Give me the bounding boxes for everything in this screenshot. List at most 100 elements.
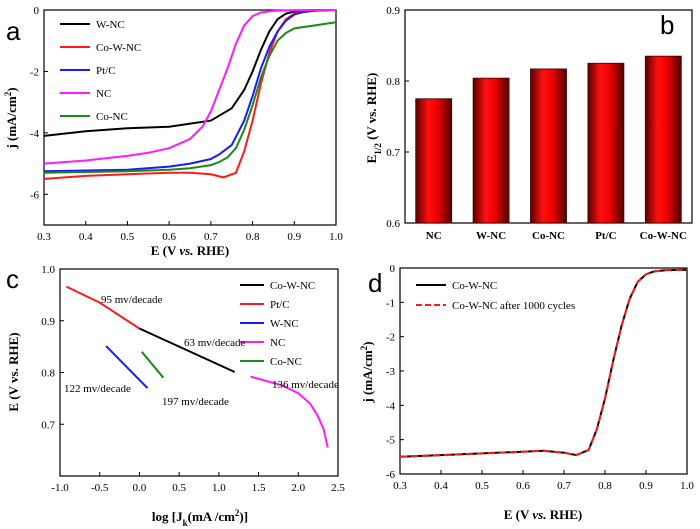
x-axis-title-a: E (V vs. RHE)	[151, 243, 230, 258]
series-line-co-nc	[141, 351, 165, 379]
y-tick-label: -4	[386, 400, 396, 412]
y-tick-label: -4	[30, 128, 40, 140]
legend-label: Co-NC	[96, 111, 128, 123]
x-tick-label: 0.6	[162, 231, 176, 243]
x-tick-label: 0.6	[516, 480, 530, 492]
slope-annotation: 197 mv/decade	[162, 396, 229, 408]
x-category-label: Pt/C	[595, 230, 616, 242]
legend-d: Co-W-NC Co-W-NC after 1000 cycles	[416, 280, 575, 312]
bar-pt-c	[587, 62, 625, 224]
x-tick-label: 0.5	[121, 231, 135, 243]
x-tick-label: 1.0	[680, 480, 694, 492]
series-line-nc	[250, 375, 329, 448]
x-tick-label: 1.0	[329, 231, 343, 243]
x-tick-label: 0.9	[287, 231, 301, 243]
legend-label: W-NC	[96, 19, 125, 31]
x-tick-label: 0.7	[557, 480, 571, 492]
y-tick-label: 0.7	[386, 147, 400, 159]
y-axis-title-d: j (mA/cm2)	[359, 341, 375, 403]
x-tick-label: 0.8	[246, 231, 260, 243]
bar-co-nc	[530, 68, 567, 224]
y-tick-label: -2	[386, 332, 395, 344]
x-tick-label: 1.0	[212, 482, 226, 494]
slope-annotation: 63 mv/decade	[184, 337, 246, 349]
slope-annotation: 122 mv/decade	[64, 383, 131, 395]
series-line-nc	[43, 9, 337, 165]
x-axis-title-c: log [Jk(mA /cm2)]	[152, 508, 248, 528]
axis-ticks-a: 0.3 0.4 0.5 0.6 0.7 0.8 0.9 1.0 0 -2 -4 -6	[30, 5, 344, 243]
x-tick-label: 0.9	[639, 480, 653, 492]
slope-annotation: 95 mv/decade	[101, 294, 163, 306]
y-axis-title-a: j (mA/cm2)	[3, 87, 19, 149]
axis-ticks-d: 0.3 0.4 0.5 0.6 0.7 0.8 0.9 1.0 0 -1 -2 -3 -4 -5 -6	[386, 263, 695, 492]
series-group-a	[43, 9, 337, 180]
series-line-w-nc	[105, 345, 149, 389]
y-tick-label: -6	[386, 469, 396, 481]
panel-b: b 0.6 0.7 0.8 0.9 NC W-NC Co-NC Pt/C Co-W-NC E1…	[364, 5, 693, 242]
legend-label: NC	[270, 337, 285, 349]
legend-label: Pt/C	[270, 299, 290, 311]
series-line-co-w-nc-after-1000-cycles	[399, 268, 688, 458]
y-tick-label: -1	[386, 297, 395, 309]
panel-letter-b: b	[660, 10, 674, 40]
y-tick-label: 0	[34, 5, 40, 17]
x-tick-label: 0.5	[172, 482, 186, 494]
bars-group-b: NC W-NC Co-NC Pt/C Co-W-NC	[415, 55, 687, 242]
x-tick-label: 0.7	[204, 231, 218, 243]
x-tick-label: -0.5	[91, 482, 109, 494]
panel-letter-a: a	[6, 16, 21, 46]
legend-label: Co-W-NC	[270, 280, 315, 292]
legend-label: Co-W-NC after 1000 cycles	[452, 300, 575, 312]
y-tick-label: 0.7	[41, 419, 55, 431]
x-tick-label: 2.5	[331, 482, 345, 494]
series-line-co-w-nc	[43, 9, 337, 180]
x-tick-label: 0.0	[133, 482, 147, 494]
legend-label: Co-W-NC	[96, 42, 141, 54]
legend-a: W-NC Co-W-NC Pt/C NC Co-NC	[60, 19, 141, 123]
y-tick-label: 0	[390, 263, 396, 275]
slope-annotations-c: 95 mv/decade 63 mv/decade 122 mv/decade 197…	[64, 294, 339, 408]
panel-letter-d: d	[368, 268, 382, 298]
panel-a: a 0.3 0.4 0.5 0.6 0.7 0.8 0.9 1.0 0 -2 -4 -6 W-NC Co…	[3, 5, 343, 258]
x-tick-label: 0.3	[393, 480, 407, 492]
series-line-co-w-nc	[138, 327, 236, 373]
x-category-label: W-NC	[476, 230, 506, 242]
y-axis-title-c: E (V vs. RHE)	[6, 332, 21, 411]
y-axis-title-b: E1/2 (V vs. RHE)	[364, 73, 383, 164]
x-tick-label: 1.5	[252, 482, 266, 494]
legend-label: NC	[96, 88, 111, 100]
x-tick-label: 0.4	[79, 231, 93, 243]
bar-nc	[415, 98, 453, 224]
panel-c: c -1.0 -0.5 0.0 0.5 1.0 1.5 2.0 2.5 1.0 0.9 0.8 0.7…	[6, 264, 345, 528]
axis-ticks-b: 0.6 0.7 0.8 0.9	[386, 5, 409, 230]
panel-letter-c: c	[6, 264, 19, 294]
y-tick-label: -3	[386, 366, 396, 378]
axis-ticks-c: -1.0 -0.5 0.0 0.5 1.0 1.5 2.0 2.5 1.0 0.9 0.8 0.7	[41, 264, 345, 494]
x-category-label: Co-NC	[532, 230, 565, 242]
slope-annotation: 136 mv/decade	[272, 379, 339, 391]
panel-d: d 0.3 0.4 0.5 0.6 0.7 0.8 0.9 1.00-1-2-3-4-5-6 …	[359, 263, 694, 522]
legend-label: Co-W-NC	[452, 280, 497, 292]
legend-c: Co-W-NC Pt/C W-NC NC Co-NC	[240, 280, 315, 368]
y-tick-label: 0.8	[41, 368, 55, 380]
x-tick-label: 0.4	[434, 480, 448, 492]
legend-label: W-NC	[270, 318, 299, 330]
bar-co-w-nc	[644, 55, 682, 224]
y-tick-label: 0.6	[386, 218, 400, 230]
plot-frame-a	[43, 9, 337, 226]
y-tick-label: 0.8	[386, 76, 400, 88]
series-group-d	[399, 268, 688, 458]
series-line-co-w-nc	[399, 268, 688, 458]
bar-w-nc	[472, 77, 510, 224]
legend-label: Pt/C	[96, 65, 116, 77]
series-line-pt-c	[65, 285, 140, 330]
x-tick-label: 0.3	[37, 231, 51, 243]
plot-frame-d	[399, 267, 688, 475]
y-tick-label: -5	[386, 435, 396, 447]
y-tick-label: 0.9	[41, 316, 55, 328]
series-group-c	[65, 285, 329, 448]
x-category-label: Co-W-NC	[640, 230, 687, 242]
x-tick-label: -1.0	[51, 482, 69, 494]
x-tick-label: 2.0	[291, 482, 305, 494]
